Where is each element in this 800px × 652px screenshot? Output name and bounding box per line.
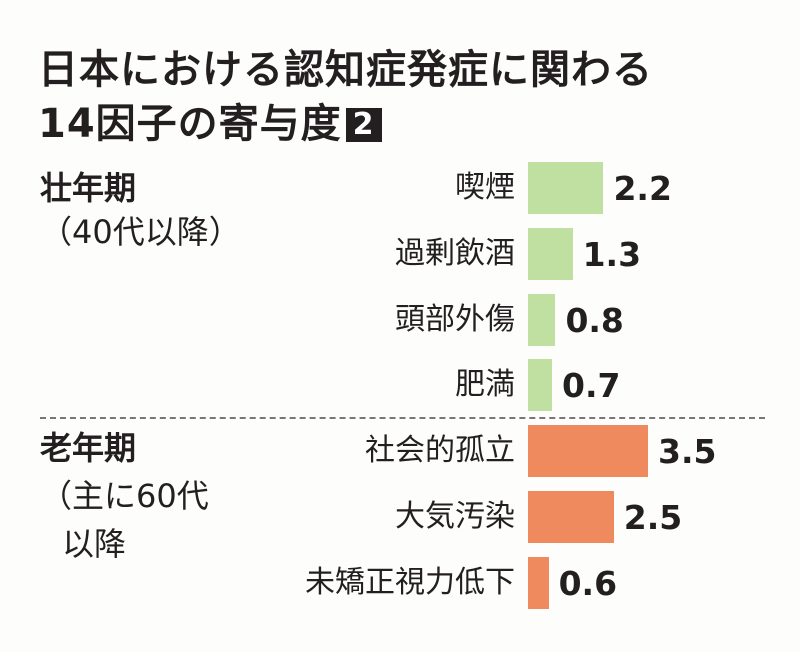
category-label: 未矯正視力低下: [305, 565, 515, 600]
bar: [528, 294, 556, 346]
chart-title-text: 14因子の寄与度: [38, 101, 342, 147]
category-label: 肥満: [455, 367, 515, 402]
chart-title-line2: 14因子の寄与度 2: [38, 104, 382, 144]
bar: [528, 425, 649, 477]
value-label: 1.3: [582, 235, 642, 274]
value-label: 0.6: [558, 564, 618, 603]
category-label: 社会的孤立: [365, 433, 515, 468]
category-label: 過剰飲酒: [395, 236, 515, 271]
part-number-badge: 2: [345, 108, 382, 142]
category-label: 頭部外傷: [395, 302, 515, 337]
value-label: 2.2: [613, 169, 672, 208]
value-label: 2.5: [623, 498, 683, 537]
group-divider: [40, 417, 765, 419]
bar: [528, 557, 549, 609]
group-label-middle-age: 壮年期: [40, 169, 137, 207]
group-sub-middle-age: （40代以降）: [40, 213, 241, 251]
value-label: 0.7: [562, 366, 621, 405]
group-sub-old-age-2: 以降: [62, 525, 127, 563]
bar: [528, 359, 552, 411]
category-label: 大気汚染: [395, 499, 515, 534]
value-label: 0.8: [565, 301, 624, 340]
category-label: 喫煙: [455, 170, 515, 205]
group-label-old-age: 老年期: [40, 429, 137, 467]
chart-title-line1: 日本における認知症発症に関わる: [38, 47, 653, 93]
bar: [528, 491, 614, 543]
bar: [528, 162, 604, 214]
value-label: 3.5: [658, 432, 717, 471]
bar: [528, 228, 573, 280]
group-sub-old-age-1: （主に60代: [40, 477, 209, 515]
